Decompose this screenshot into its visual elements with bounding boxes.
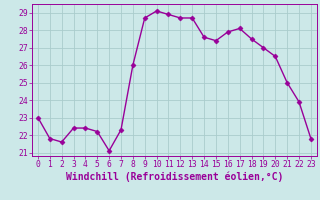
X-axis label: Windchill (Refroidissement éolien,°C): Windchill (Refroidissement éolien,°C)	[66, 172, 283, 182]
